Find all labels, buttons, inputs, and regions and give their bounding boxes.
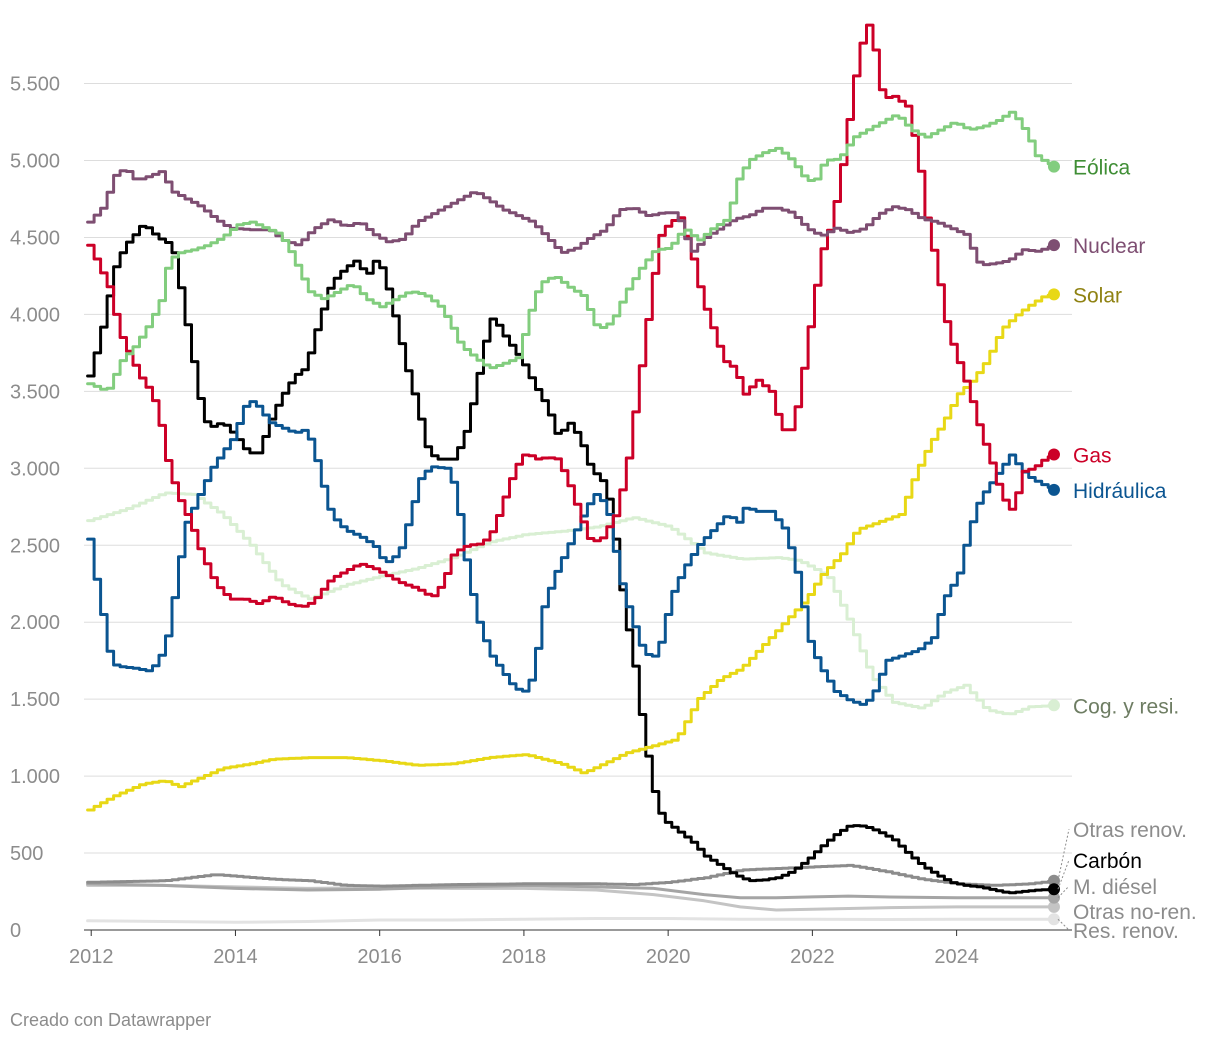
- series-label-otras-renov: Otras renov.: [1073, 819, 1187, 842]
- x-tick-label: 2024: [934, 946, 979, 968]
- y-tick-label: 4.000: [10, 304, 60, 326]
- series-label-res-renov: Res. renov.: [1073, 920, 1179, 943]
- y-tick-label: 1.500: [10, 689, 60, 711]
- series-line-res-renov: [86, 917, 1056, 924]
- series-line-nuclear: [86, 169, 1056, 267]
- x-tick-label: 2012: [69, 946, 114, 968]
- end-marker-carbon: [1047, 883, 1060, 896]
- end-marker-res-renov: [1047, 913, 1060, 926]
- x-tick-label: 2020: [646, 946, 691, 968]
- end-marker-eolica: [1047, 160, 1060, 173]
- series-line-otras-no-ren: [86, 883, 1056, 912]
- series-line-cog-y-resi: [86, 491, 1056, 716]
- series-layer: [86, 23, 1056, 924]
- marker-layer: [1047, 160, 1060, 926]
- series-line-hidraulica: [86, 400, 1056, 706]
- label-layer: Eólica Nuclear Solar Gas Hidráulica Cog. y re…: [1057, 157, 1197, 943]
- y-tick-label: 500: [10, 843, 43, 865]
- series-line-otras-renov: [86, 863, 1056, 888]
- series-label-otras-no-ren: Otras no-ren.: [1073, 901, 1197, 924]
- series-line-m-diesel: [86, 882, 1056, 900]
- x-tick-label: 2016: [357, 946, 402, 968]
- series-label-nuclear: Nuclear: [1073, 235, 1145, 258]
- y-tick-label: 1.000: [10, 766, 60, 788]
- y-tick-label: 5.000: [10, 151, 60, 173]
- series-line-eolica: [86, 110, 1056, 391]
- series-label-m-diesel: M. diésel: [1073, 876, 1157, 899]
- series-line-carbon: [86, 224, 1056, 895]
- series-label-carbon: Carbón: [1073, 850, 1142, 873]
- footer-credit: Creado con Datawrapper: [10, 1010, 212, 1030]
- end-marker-otras-renov: [1047, 874, 1060, 887]
- x-tick-label: 2014: [213, 946, 258, 968]
- x-tick-label: 2022: [790, 946, 835, 968]
- series-label-eolica: Eólica: [1073, 157, 1131, 180]
- axis-layer: 0 500 1.000 1.500 2.000 2.500 3.000 3.500 4.000 4…: [10, 74, 979, 968]
- series-label-hidraulica: Hidráulica: [1073, 480, 1167, 503]
- series-line-gas: [86, 23, 1056, 608]
- y-tick-label: 0: [10, 920, 21, 942]
- end-marker-gas: [1047, 448, 1060, 461]
- y-tick-label: 5.500: [10, 74, 60, 96]
- leader-line-res-renov: [1057, 918, 1070, 931]
- leader-line-m-diesel: [1057, 885, 1070, 899]
- y-tick-label: 2.500: [10, 535, 60, 557]
- end-marker-solar: [1047, 288, 1060, 301]
- series-label-solar: Solar: [1073, 284, 1122, 307]
- series-label-gas: Gas: [1073, 444, 1112, 467]
- x-tick-label: 2018: [502, 946, 547, 968]
- leader-line-otras-renov: [1057, 829, 1070, 881]
- series-label-cog-y-resi: Cog. y resi.: [1073, 695, 1179, 718]
- end-marker-hidraulica: [1047, 483, 1060, 496]
- end-marker-cog-y-resi: [1047, 699, 1060, 712]
- leader-line-carbon: [1057, 859, 1070, 890]
- y-tick-label: 2.000: [10, 612, 60, 634]
- y-tick-label: 4.500: [10, 227, 60, 249]
- end-marker-otras-no-ren: [1047, 900, 1060, 913]
- series-line-solar: [86, 293, 1056, 812]
- end-marker-nuclear: [1047, 239, 1060, 252]
- y-tick-label: 3.500: [10, 381, 60, 403]
- end-marker-m-diesel: [1047, 891, 1060, 904]
- y-tick-label: 3.000: [10, 458, 60, 480]
